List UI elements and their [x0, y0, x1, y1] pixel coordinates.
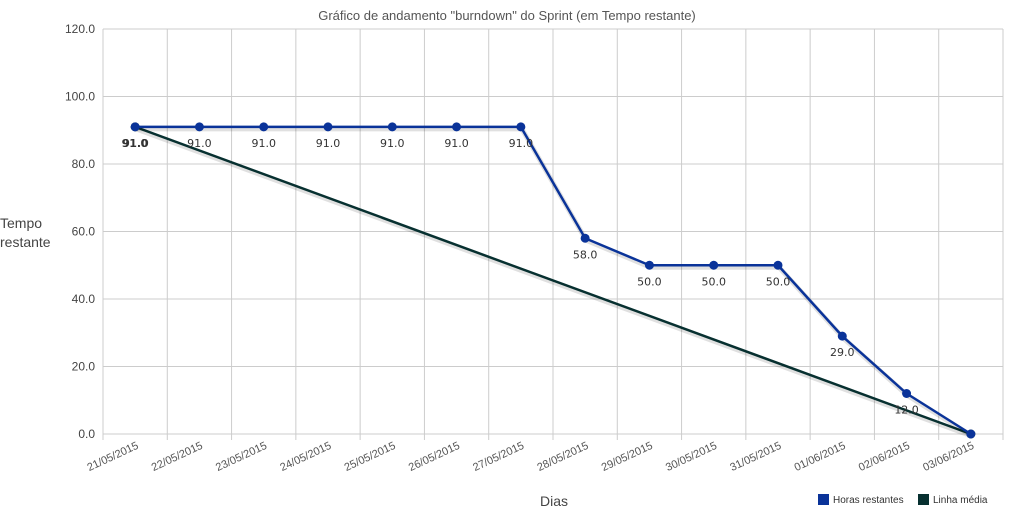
- y-tick-label: 80.0: [72, 157, 96, 171]
- data-label: 91.0: [380, 137, 405, 150]
- legend: Horas restantes Linha média: [818, 494, 988, 506]
- y-tick-label: 60.0: [72, 225, 96, 239]
- y-tick-label: 40.0: [72, 292, 96, 306]
- x-tick-label: 26/05/2015: [407, 440, 462, 474]
- data-point-horas-restantes: [452, 122, 462, 132]
- x-tick-label: 24/05/2015: [278, 440, 333, 474]
- series-shadow: [135, 126, 973, 439]
- series-layer: [130, 122, 976, 439]
- x-tick-label: 21/05/2015: [85, 440, 140, 474]
- data-label: 29.0: [830, 346, 855, 359]
- legend-swatch-1: [918, 494, 929, 505]
- plot-grid: [102, 28, 1004, 440]
- data-point-horas-restantes: [516, 122, 526, 132]
- data-label: 12.0: [894, 404, 919, 417]
- data-point-horas-restantes: [644, 260, 654, 270]
- y-tick-label: 100.0: [65, 90, 95, 104]
- data-point-horas-restantes: [194, 122, 204, 132]
- y-tick-label: 0.0: [78, 427, 95, 441]
- x-tick-label: 27/05/2015: [471, 440, 526, 474]
- y-axis-title-line-2: restante: [0, 234, 51, 250]
- data-label: 50.0: [701, 275, 726, 288]
- legend-swatch-0: [818, 494, 829, 505]
- y-axis-title-line-1: Tempo: [0, 215, 42, 231]
- data-label: 58.0: [573, 248, 598, 261]
- data-point-horas-restantes: [773, 260, 783, 270]
- x-tick-label: 31/05/2015: [728, 440, 783, 474]
- data-label: 50.0: [637, 275, 662, 288]
- data-point-horas-restantes: [259, 122, 269, 132]
- data-label: 91.0: [316, 137, 341, 150]
- chart-title: Gráfico de andamento "burndown" do Sprin…: [318, 8, 696, 23]
- x-axis-title: Dias: [540, 493, 568, 509]
- data-point-horas-restantes: [130, 122, 140, 132]
- data-label: 91.0: [187, 137, 212, 150]
- x-axis-ticks: 21/05/2015 22/05/2015 23/05/2015 24/05/2015…: [85, 440, 976, 474]
- x-tick-label: 03/06/2015: [921, 440, 976, 474]
- data-label: 91.0: [123, 137, 148, 150]
- data-label: 91.0: [509, 137, 534, 150]
- x-tick-label: 22/05/2015: [150, 440, 205, 474]
- data-point-horas-restantes: [323, 122, 333, 132]
- data-point-horas-restantes: [387, 122, 397, 132]
- data-label: 50.0: [766, 275, 791, 288]
- data-point-horas-restantes: [966, 429, 976, 439]
- data-point-horas-restantes: [709, 260, 719, 270]
- legend-label-1: Linha média: [933, 495, 988, 506]
- series-line-horas-restantes: [135, 125, 972, 436]
- data-point-horas-restantes: [837, 331, 847, 341]
- data-label: 91.0: [251, 137, 276, 150]
- x-tick-label: 29/05/2015: [600, 440, 655, 474]
- data-point-horas-restantes: [902, 389, 912, 398]
- data-label: 91.0: [122, 137, 149, 150]
- y-tick-label: 20.0: [72, 360, 96, 374]
- legend-label-0: Horas restantes: [833, 495, 904, 506]
- y-axis-ticks: 0.0 20.0 40.0 60.0 80.0 100.0 120.0: [65, 22, 95, 441]
- x-tick-label: 23/05/2015: [214, 440, 269, 474]
- x-tick-label: 30/05/2015: [664, 440, 719, 474]
- x-tick-label: 28/05/2015: [535, 440, 590, 474]
- data-labels: 91.0 91.0 91.0 91.0 91.0 91.0 91.0 58.0 50.0 50.0…: [122, 137, 919, 417]
- x-tick-label: 01/06/2015: [793, 440, 848, 474]
- y-axis-title: Tempo restante: [0, 215, 51, 250]
- data-label: 91.0: [444, 137, 469, 150]
- data-point-horas-restantes: [580, 233, 590, 243]
- x-tick-label: 02/06/2015: [857, 440, 912, 474]
- series-line-linha-media: [134, 125, 972, 436]
- x-tick-label: 25/05/2015: [343, 440, 398, 474]
- y-tick-label: 120.0: [65, 22, 95, 36]
